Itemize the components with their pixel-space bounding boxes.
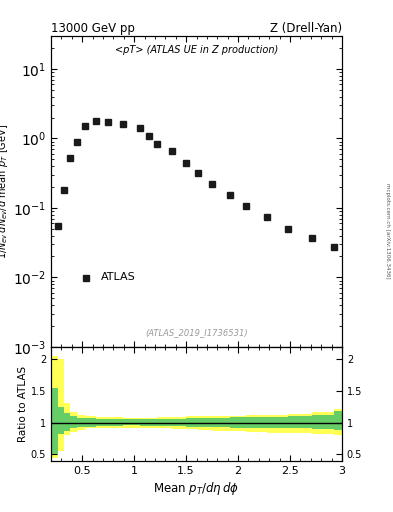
Text: mcplots.cern.ch [arXiv:1306.3436]: mcplots.cern.ch [arXiv:1306.3436]: [385, 183, 390, 278]
Y-axis label: $1/N_{ev}\,dN_{ev}/d$ mean $p_T$ [GeV]: $1/N_{ev}\,dN_{ev}/d$ mean $p_T$ [GeV]: [0, 124, 10, 259]
Text: (ATLAS_2019_I1736531): (ATLAS_2019_I1736531): [145, 329, 248, 337]
Text: <pT> (ATLAS UE in Z production): <pT> (ATLAS UE in Z production): [115, 45, 278, 55]
Text: ATLAS: ATLAS: [101, 272, 135, 282]
Text: Z (Drell-Yan): Z (Drell-Yan): [270, 22, 342, 35]
Text: 13000 GeV pp: 13000 GeV pp: [51, 22, 135, 35]
X-axis label: Mean $p_T/d\eta\,d\phi$: Mean $p_T/d\eta\,d\phi$: [153, 480, 240, 497]
Y-axis label: Ratio to ATLAS: Ratio to ATLAS: [18, 366, 28, 442]
